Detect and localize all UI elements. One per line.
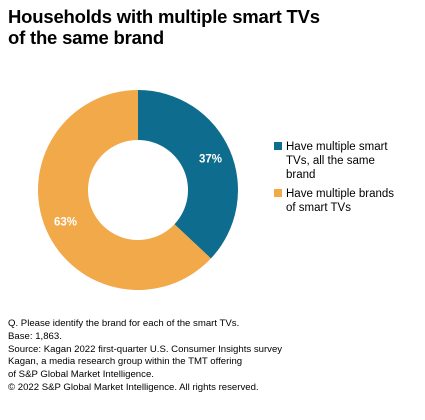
source-note-line-3: of S&P Global Market Intelligence. (8, 369, 154, 381)
legend-swatch-same-brand (274, 142, 282, 150)
source-note: Source: Kagan 2022 first-quarter U.S. Co… (8, 343, 283, 355)
legend-label-line: Have multiple brands (286, 188, 395, 200)
base-note: Base: 1,863. (8, 330, 62, 342)
footnotes: Q. Please identify the brand for each of… (8, 318, 418, 395)
donut-slice-2 (37, 90, 211, 290)
legend-item-multiple-brands: Have multiple brands of smart TVs (274, 187, 422, 215)
donut-slice-1 (138, 90, 238, 259)
question-note: Q. Please identify the brand for each of… (8, 318, 240, 329)
chart-legend: Have multiple smart TVs, all the same br… (274, 140, 422, 220)
chart-title-line-1: Households with multiple smart TVs (8, 6, 320, 27)
legend-label-line: Have multiple smart (286, 141, 388, 153)
legend-label-line: brand (286, 169, 316, 181)
donut-slices (37, 90, 238, 290)
chart-title-line-2: of the same brand (8, 27, 164, 48)
donut-labels: 37% 63% (54, 154, 222, 229)
chart-title: Households with multiple smart TVs of th… (8, 6, 408, 48)
legend-swatch-multiple-brands (274, 189, 282, 197)
source-note-line-2: Kagan, a media research group within the… (8, 356, 243, 368)
legend-label-line: of smart TVs (286, 202, 351, 214)
legend-item-same-brand: Have multiple smart TVs, all the same br… (274, 140, 422, 182)
legend-label-line: TVs, all the same (286, 155, 375, 167)
data-label-1: 37% (199, 154, 222, 166)
copyright-note: © 2022 S&P Global Market Intelligence. A… (8, 381, 259, 393)
data-label-2: 63% (54, 216, 77, 228)
